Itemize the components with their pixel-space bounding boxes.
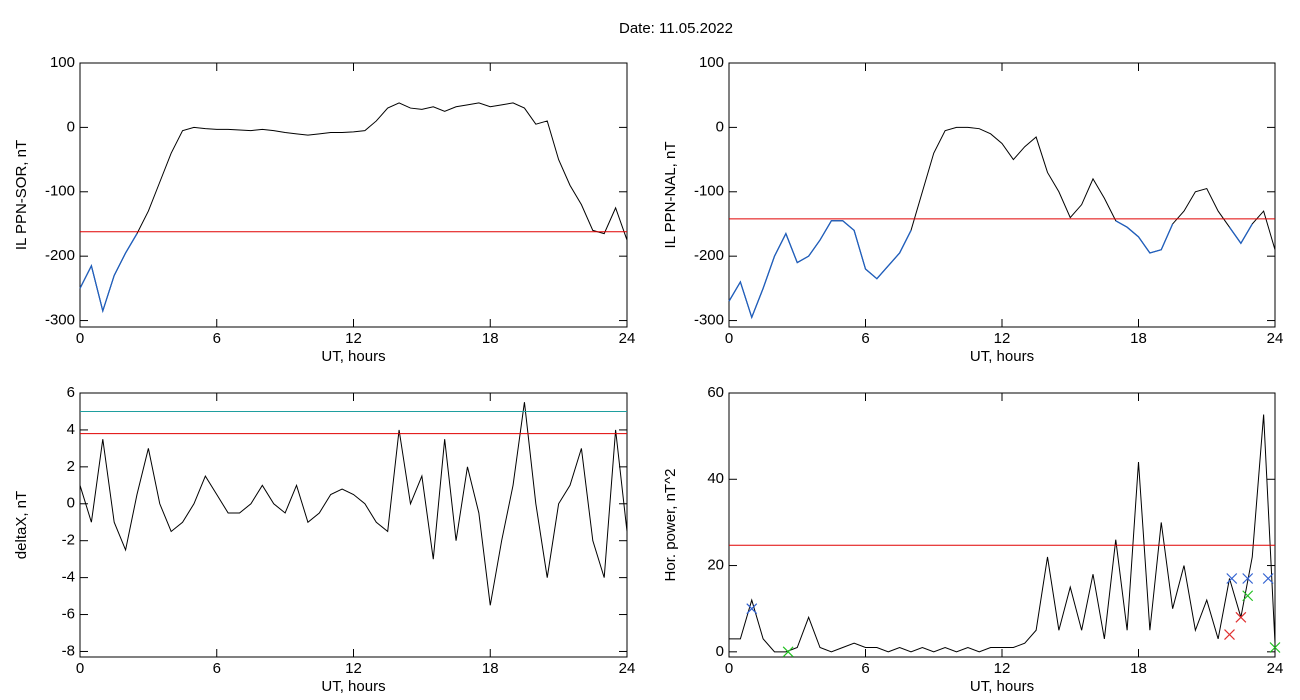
y-axis-label: IL PPN-SOR, nT [13,140,30,250]
y-tick-label: 60 [707,384,724,401]
x-tick-label: 0 [725,330,733,347]
x-tick-label: 6 [213,330,221,347]
x-axis-label: UT, hours [970,678,1034,695]
y-tick-label: 0 [67,118,75,135]
x-tick-label: 0 [76,330,84,347]
marker [1235,611,1247,623]
x-axis-label: UT, hours [321,678,385,695]
marker [1224,629,1235,640]
x-tick-label: 24 [1267,660,1284,677]
marker [746,603,758,615]
x-tick-label: 12 [994,660,1011,677]
below-threshold-line [79,233,138,314]
x-tick-label: 0 [725,660,733,677]
y-tick-label: -200 [45,247,75,264]
x-tick-label: 24 [619,660,636,677]
marker [1226,573,1238,584]
data-line [79,402,628,606]
y-tick-label: -300 [45,312,75,329]
x-axis-label: UT, hours [321,348,385,365]
x-tick-label: 18 [482,330,499,347]
marker [1242,573,1254,584]
y-tick-label: 0 [716,643,724,660]
y-tick-label: 20 [707,557,724,574]
date-title: Date: 11.05.2022 [619,20,733,37]
x-tick-label: 18 [482,660,499,677]
below-threshold-line [1115,220,1174,254]
y-tick-label: -4 [62,569,75,586]
y-tick-label: 40 [707,470,724,487]
y-axis-label: IL PPN-NAL, nT [662,142,679,249]
x-tick-label: 12 [345,330,362,347]
x-axis-label: UT, hours [970,348,1034,365]
x-tick-label: 12 [994,330,1011,347]
y-tick-label: 100 [50,54,75,71]
data-line [729,414,1276,653]
y-tick-label: 2 [67,458,75,475]
y-tick-label: -6 [62,606,75,623]
below-threshold-line [1228,223,1253,245]
x-tick-label: 24 [1267,330,1284,347]
x-tick-label: 6 [861,330,869,347]
x-tick-label: 18 [1130,660,1147,677]
x-tick-label: 6 [861,660,869,677]
y-tick-label: 4 [67,421,75,438]
x-tick-label: 12 [345,660,362,677]
y-tick-label: 100 [699,54,724,71]
marker [1242,590,1254,602]
below-threshold-line [728,220,912,320]
y-tick-label: -2 [62,532,75,549]
marker [1262,573,1274,584]
y-tick-label: -200 [694,247,724,264]
data-line [79,102,628,313]
y-axis-label: Hor. power, nT^2 [662,469,679,582]
x-tick-label: 6 [213,660,221,677]
y-tick-label: 0 [67,495,75,512]
y-tick-label: -100 [45,183,75,200]
marker [1269,642,1281,653]
marker [782,646,794,658]
x-tick-label: 18 [1130,330,1147,347]
y-tick-label: -100 [694,183,724,200]
y-tick-label: -8 [62,642,75,659]
x-tick-label: 24 [619,330,636,347]
y-tick-label: -300 [694,312,724,329]
y-axis-label: deltaX, nT [13,491,30,559]
x-tick-label: 0 [76,660,84,677]
y-tick-label: 6 [67,384,75,401]
y-tick-label: 0 [716,118,724,135]
